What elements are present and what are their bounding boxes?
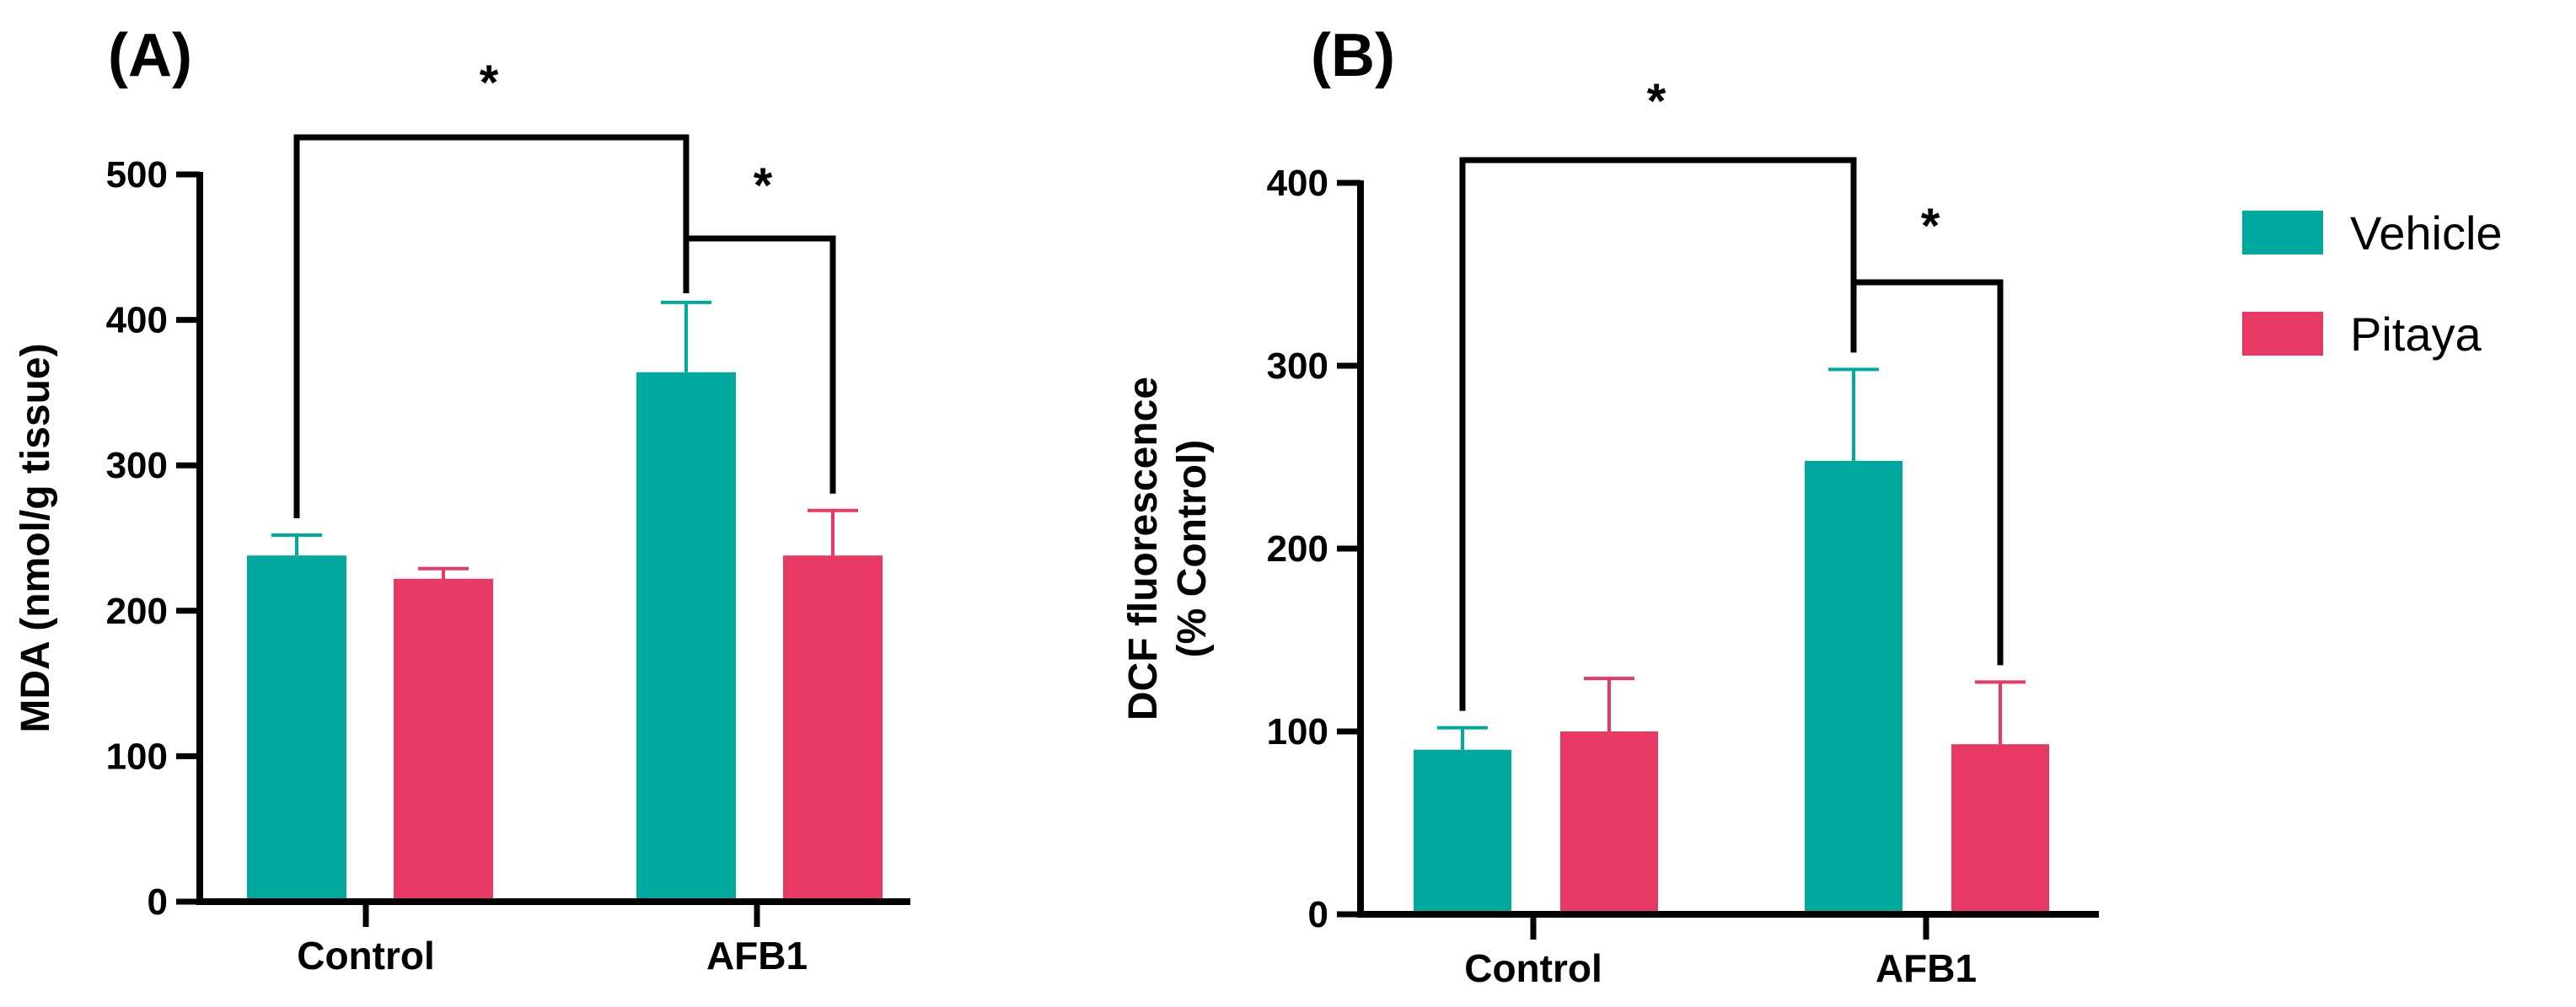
y-tick-label-b-200: 200 bbox=[1267, 528, 1328, 570]
x-tick-label-a-control: Control bbox=[297, 934, 435, 978]
panel-a: (A) 0 100 200 300 400 500 Control AFB1 MDA (nmol… bbox=[13, 22, 910, 978]
y-tick-label-a-100: 100 bbox=[106, 736, 168, 777]
legend-swatch-pitaya bbox=[2242, 312, 2323, 356]
bar-b-afb1-pitaya bbox=[1951, 744, 2049, 914]
bar-b-afb1-vehicle bbox=[1805, 460, 1902, 914]
x-tick-label-b-control: Control bbox=[1464, 946, 1602, 990]
legend-label-vehicle: Vehicle bbox=[2350, 206, 2503, 260]
y-tick-label-b-0: 0 bbox=[1308, 894, 1328, 935]
y-axis-title-a-line-0: MDA (nmol/g tissue) bbox=[13, 343, 58, 732]
bar-b-control-vehicle bbox=[1414, 749, 1511, 914]
significance-bracket-b-0 bbox=[1459, 157, 1857, 711]
y-tick-label-a-0: 0 bbox=[148, 881, 168, 923]
legend-swatch-vehicle bbox=[2242, 211, 2323, 254]
legend: Vehicle Pitaya bbox=[2242, 206, 2503, 361]
significance-bracket-a-1 bbox=[683, 235, 836, 494]
panel-a-label: (A) bbox=[108, 22, 192, 89]
y-tick-label-a-400: 400 bbox=[106, 300, 168, 341]
legend-label-pitaya: Pitaya bbox=[2350, 308, 2482, 361]
panel-b-label: (B) bbox=[1311, 22, 1395, 89]
x-tick-label-a-afb1: AFB1 bbox=[706, 934, 808, 978]
significance-star-a-1: * bbox=[754, 158, 773, 213]
significance-star-a-0: * bbox=[480, 56, 499, 110]
significance-star-b-0: * bbox=[1647, 74, 1666, 129]
y-axis-title-b-line-0: DCF fluorescence bbox=[1121, 377, 1166, 720]
bar-a-control-pitaya bbox=[394, 578, 493, 902]
significance-star-b-1: * bbox=[1921, 199, 1940, 254]
y-tick-label-a-300: 300 bbox=[106, 445, 168, 486]
y-tick-label-a-500: 500 bbox=[106, 154, 168, 196]
bar-a-afb1-vehicle bbox=[636, 372, 736, 903]
y-tick-label-b-100: 100 bbox=[1267, 711, 1328, 753]
significance-bracket-b-1 bbox=[1850, 279, 2004, 666]
bar-b-control-pitaya bbox=[1560, 731, 1658, 914]
bar-a-control-vehicle bbox=[247, 555, 346, 902]
bar-a-afb1-pitaya bbox=[783, 555, 883, 902]
y-axis-title-b-line-1: (% Control) bbox=[1170, 440, 1215, 658]
x-tick-label-b-afb1: AFB1 bbox=[1876, 946, 1977, 990]
y-tick-label-b-300: 300 bbox=[1267, 345, 1328, 387]
y-tick-label-b-400: 400 bbox=[1267, 163, 1328, 204]
significance-bracket-a-0 bbox=[293, 134, 690, 519]
y-tick-label-a-200: 200 bbox=[106, 591, 168, 632]
panel-b: (B) 0 100 200 300 400 Control AFB1 DCF fluoresc… bbox=[1121, 22, 2099, 990]
